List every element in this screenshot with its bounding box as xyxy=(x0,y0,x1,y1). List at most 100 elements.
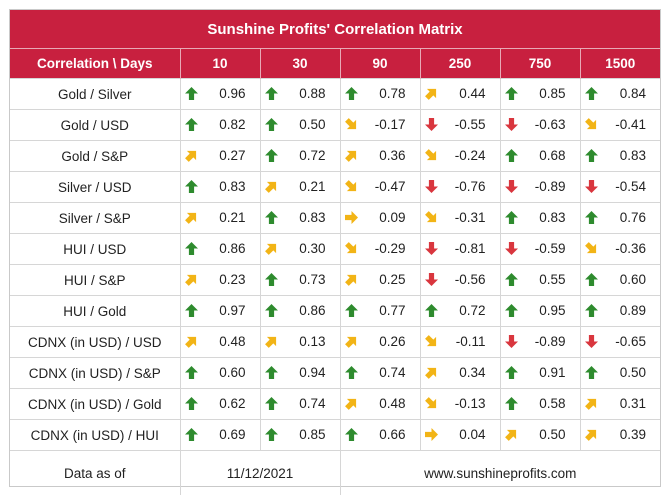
up-arrow-icon xyxy=(184,87,198,100)
matrix-table: Sunshine Profits' Correlation Matrix Cor… xyxy=(10,10,660,495)
correlation-value: 0.55 xyxy=(539,272,566,287)
correlation-cell: -0.63 xyxy=(500,109,581,141)
correlation-cell: 0.68 xyxy=(500,140,581,172)
pair-label: HUI / S&P xyxy=(10,264,181,296)
correlation-value: 0.83 xyxy=(219,179,246,194)
correlation-cell: -0.29 xyxy=(340,233,421,265)
pair-label: Gold / S&P xyxy=(10,140,181,172)
correlation-cell: -0.36 xyxy=(580,233,660,265)
up-arrow-icon xyxy=(584,273,598,286)
correlation-cell: 0.55 xyxy=(500,264,581,296)
down-right-arrow-icon xyxy=(584,242,596,254)
up-arrow-icon xyxy=(184,180,198,193)
correlation-value: 0.85 xyxy=(539,86,566,101)
table-row: CDNX (in USD) / Gold 0.62 0.74 0.48 -0.13 0.5… xyxy=(10,388,660,420)
correlation-value: -0.55 xyxy=(454,117,486,132)
correlation-value: 0.85 xyxy=(299,427,326,442)
footer-date: 11/12/2021 xyxy=(180,450,341,495)
up-arrow-icon xyxy=(264,273,278,286)
down-right-arrow-icon xyxy=(344,118,356,130)
up-arrow-icon xyxy=(264,428,278,441)
table-row: CDNX (in USD) / S&P 0.60 0.94 0.74 0.34 0.91 0… xyxy=(10,357,660,389)
correlation-value: 0.82 xyxy=(219,117,246,132)
up-arrow-icon xyxy=(264,211,278,224)
correlation-cell: 0.69 xyxy=(180,419,261,451)
up-right-arrow-icon xyxy=(184,336,196,348)
correlation-cell: 0.88 xyxy=(260,78,341,110)
correlation-value: 0.74 xyxy=(299,396,326,411)
footer-label: Data as of xyxy=(10,450,181,495)
correlation-value: -0.89 xyxy=(534,334,566,349)
correlation-cell: -0.65 xyxy=(580,326,660,358)
up-arrow-icon xyxy=(184,242,198,255)
correlation-cell: 0.96 xyxy=(180,78,261,110)
up-arrow-icon xyxy=(264,87,278,100)
correlation-value: 0.62 xyxy=(219,396,246,411)
up-right-arrow-icon xyxy=(184,212,196,224)
up-arrow-icon xyxy=(504,87,518,100)
correlation-cell: -0.55 xyxy=(420,109,501,141)
pair-label: CDNX (in USD) / Gold xyxy=(10,388,181,420)
correlation-matrix: Sunshine Profits' Correlation Matrix Cor… xyxy=(9,9,661,495)
correlation-cell: 0.84 xyxy=(580,78,660,110)
table-row: Silver / USD 0.83 0.21 -0.47 -0.76 -0.89 -0.54 xyxy=(10,171,660,203)
right-arrow-icon xyxy=(344,211,358,224)
correlation-value: -0.89 xyxy=(534,179,566,194)
correlation-cell: 0.73 xyxy=(260,264,341,296)
correlation-cell: -0.81 xyxy=(420,233,501,265)
down-right-arrow-icon xyxy=(424,335,436,347)
down-arrow-icon xyxy=(584,335,598,348)
correlation-value: -0.11 xyxy=(455,334,486,349)
correlation-value: 0.72 xyxy=(299,148,326,163)
correlation-cell: -0.89 xyxy=(500,326,581,358)
header-day: 30 xyxy=(260,48,341,79)
correlation-value: 0.09 xyxy=(379,210,406,225)
correlation-value: -0.29 xyxy=(374,241,406,256)
up-arrow-icon xyxy=(264,118,278,131)
pair-label: Gold / Silver xyxy=(10,78,181,110)
table-row: HUI / Gold 0.97 0.86 0.77 0.72 0.95 0.89 xyxy=(10,295,660,327)
correlation-value: -0.65 xyxy=(615,334,646,349)
header-day: 750 xyxy=(500,48,581,79)
table-row: CDNX (in USD) / USD 0.48 0.13 0.26 -0.11 -0.8… xyxy=(10,326,660,358)
table-row: Gold / USD 0.82 0.50 -0.17 -0.55 -0.63 -0.41 xyxy=(10,109,660,141)
correlation-cell: 0.82 xyxy=(180,109,261,141)
correlation-cell: 0.66 xyxy=(340,419,421,451)
table-row: Silver / S&P 0.21 0.83 0.09 -0.31 0.83 0.76 xyxy=(10,202,660,234)
correlation-cell: 0.85 xyxy=(260,419,341,451)
down-arrow-icon xyxy=(504,118,518,131)
up-right-arrow-icon xyxy=(184,274,196,286)
correlation-value: 0.78 xyxy=(379,86,406,101)
correlation-cell: 0.94 xyxy=(260,357,341,389)
correlation-cell: 0.58 xyxy=(500,388,581,420)
correlation-value: -0.63 xyxy=(534,117,566,132)
correlation-cell: 0.83 xyxy=(500,202,581,234)
pair-label: Silver / S&P xyxy=(10,202,181,234)
header-day: 250 xyxy=(420,48,501,79)
correlation-value: 0.30 xyxy=(299,241,326,256)
up-arrow-icon xyxy=(584,149,598,162)
table-row: CDNX (in USD) / HUI 0.69 0.85 0.66 0.04 0.50 0… xyxy=(10,419,660,451)
correlation-value: 0.50 xyxy=(619,365,646,380)
correlation-cell: 0.26 xyxy=(340,326,421,358)
correlation-cell: 0.76 xyxy=(580,202,660,234)
up-right-arrow-icon xyxy=(264,243,276,255)
correlation-value: -0.59 xyxy=(534,241,566,256)
correlation-cell: -0.31 xyxy=(420,202,501,234)
correlation-value: -0.76 xyxy=(454,179,486,194)
up-arrow-icon xyxy=(264,304,278,317)
down-right-arrow-icon xyxy=(424,397,436,409)
up-right-arrow-icon xyxy=(344,336,356,348)
up-arrow-icon xyxy=(264,397,278,410)
correlation-cell: 0.97 xyxy=(180,295,261,327)
correlation-value: 0.26 xyxy=(379,334,406,349)
up-arrow-icon xyxy=(584,304,598,317)
correlation-value: 0.25 xyxy=(379,272,406,287)
correlation-value: 0.72 xyxy=(459,303,486,318)
up-arrow-icon xyxy=(584,366,598,379)
header-label: Correlation \ Days xyxy=(10,48,181,79)
correlation-value: -0.47 xyxy=(374,179,406,194)
correlation-value: 0.60 xyxy=(619,272,646,287)
up-right-arrow-icon xyxy=(344,150,356,162)
correlation-value: -0.81 xyxy=(454,241,486,256)
